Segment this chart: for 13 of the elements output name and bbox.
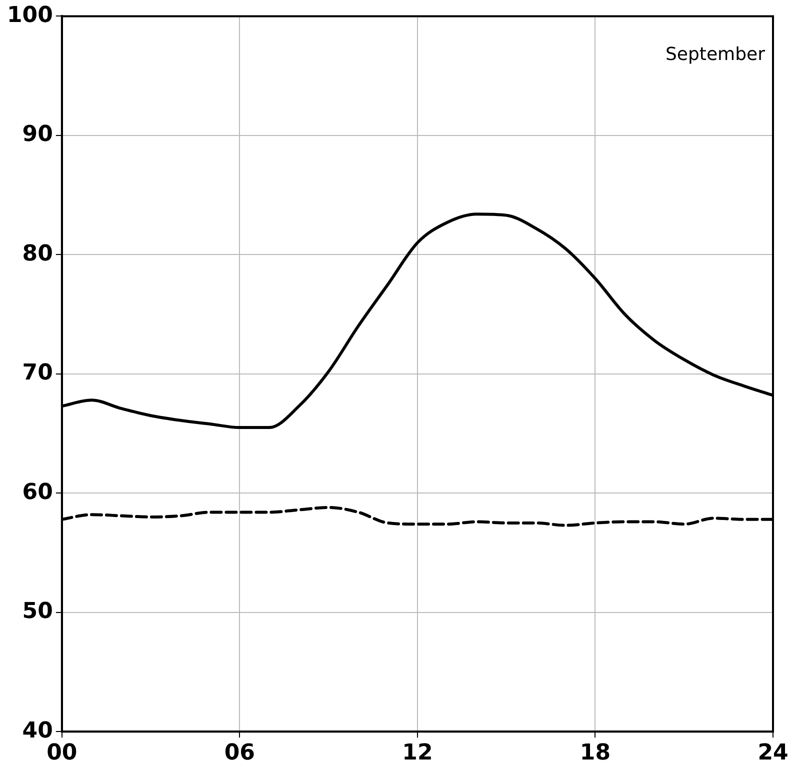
y-tick-label: 80 [22, 241, 53, 266]
x-tick-label: 24 [758, 740, 788, 766]
annotation: September [666, 44, 766, 65]
y-tick-label: 70 [22, 360, 53, 386]
x-tick-label: 18 [580, 740, 611, 766]
y-tick-label: 40 [22, 718, 53, 744]
y-tick-label: 90 [22, 122, 53, 148]
y-tick-label: 100 [6, 2, 53, 28]
x-tick-label: 12 [402, 740, 433, 766]
x-tick-label: 00 [46, 740, 78, 766]
y-tick-label: 50 [22, 599, 53, 624]
y-tick-label: 60 [22, 480, 53, 505]
x-tick-label: 06 [224, 740, 256, 766]
